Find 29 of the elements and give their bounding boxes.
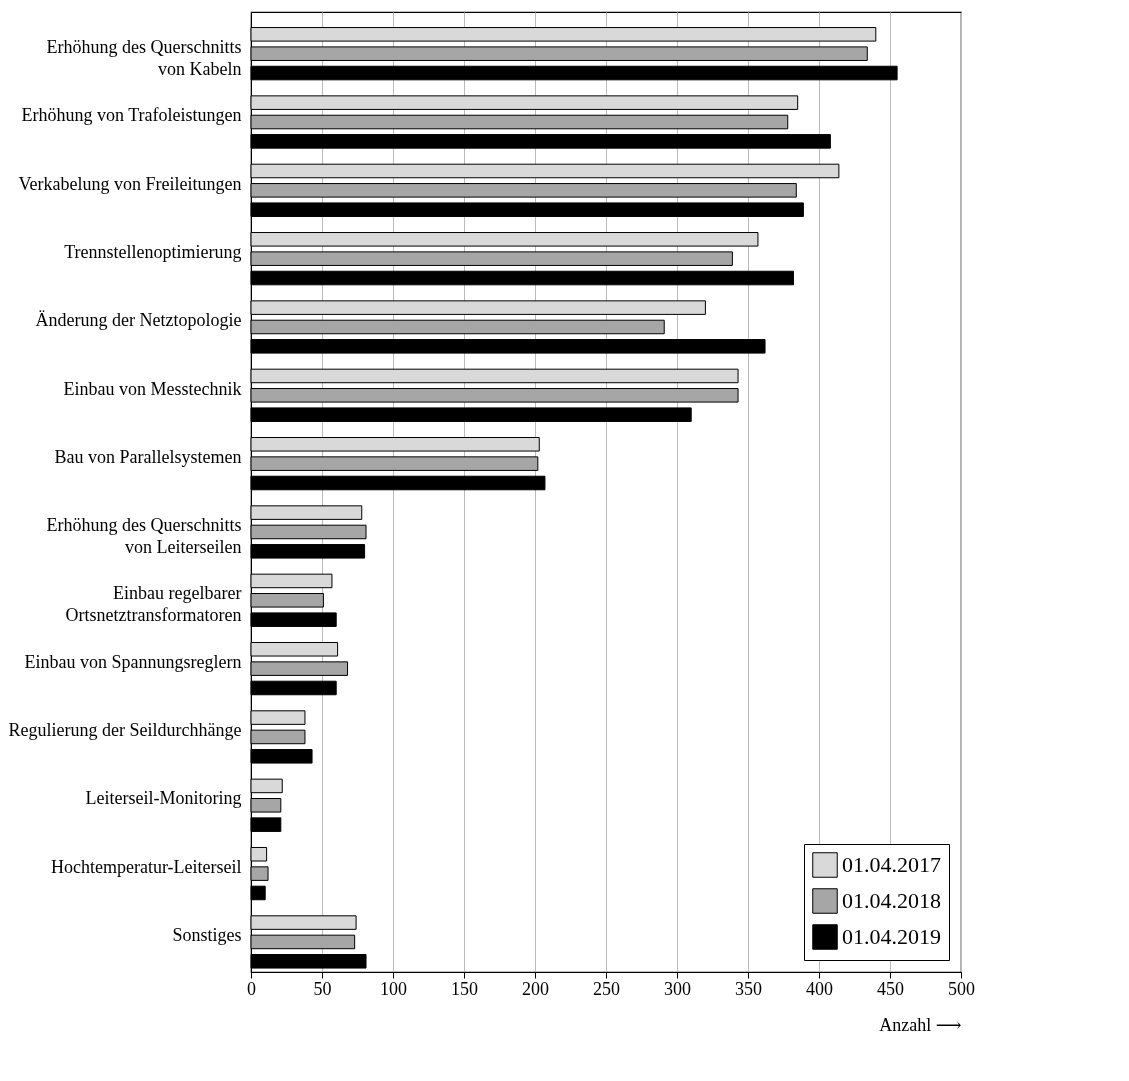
x-tick-label: 350 (735, 978, 762, 999)
legend-label: 01.04.2017 (842, 852, 941, 877)
y-tick-label: Änderung der Netztopologie (35, 310, 242, 331)
y-tick-label: Erhöhung des Querschnitts von Kabeln (46, 36, 242, 79)
y-tick-label: Einbau regelbarer Ortsnetztransformatoren (65, 583, 242, 626)
x-tick-label: 450 (877, 978, 904, 999)
y-tick-label: Sonstiges (172, 925, 242, 946)
y-tick-label: Verkabelung von Freileitungen (18, 173, 242, 194)
x-tick-label: 400 (806, 978, 833, 999)
legend-label: 01.04.2019 (842, 924, 941, 949)
x-tick-label: 200 (522, 978, 549, 999)
y-tick-label: Trennstellenoptimierung (64, 241, 242, 262)
x-tick-label: 500 (948, 978, 975, 999)
y-tick-label: Bau von Parallelsystemen (54, 446, 242, 467)
legend-label: 01.04.2018 (842, 888, 941, 913)
y-tick-label: Erhöhung von Trafoleistungen (21, 105, 242, 126)
y-tick-label: Leiterseil-Monitoring (85, 788, 242, 809)
y-tick-label: Hochtemperatur-Leiterseil (50, 856, 242, 877)
y-tick-label: Einbau von Messtechnik (63, 378, 242, 399)
x-axis-title: Anzahl ⟶ (879, 1014, 962, 1035)
x-tick-label: 250 (593, 978, 620, 999)
y-tick-label: Einbau von Spannungsreglern (24, 651, 242, 672)
x-tick-label: 300 (664, 978, 691, 999)
x-tick-label: 100 (380, 978, 407, 999)
x-tick-label: 50 (313, 978, 332, 999)
x-tick-label: 0 (247, 978, 256, 999)
y-tick-label: Regulierung der Seildurchhänge (8, 720, 242, 741)
y-tick-label: Erhöhung des Querschnitts von Leiterseilen (46, 515, 242, 558)
x-tick-label: 150 (451, 978, 478, 999)
